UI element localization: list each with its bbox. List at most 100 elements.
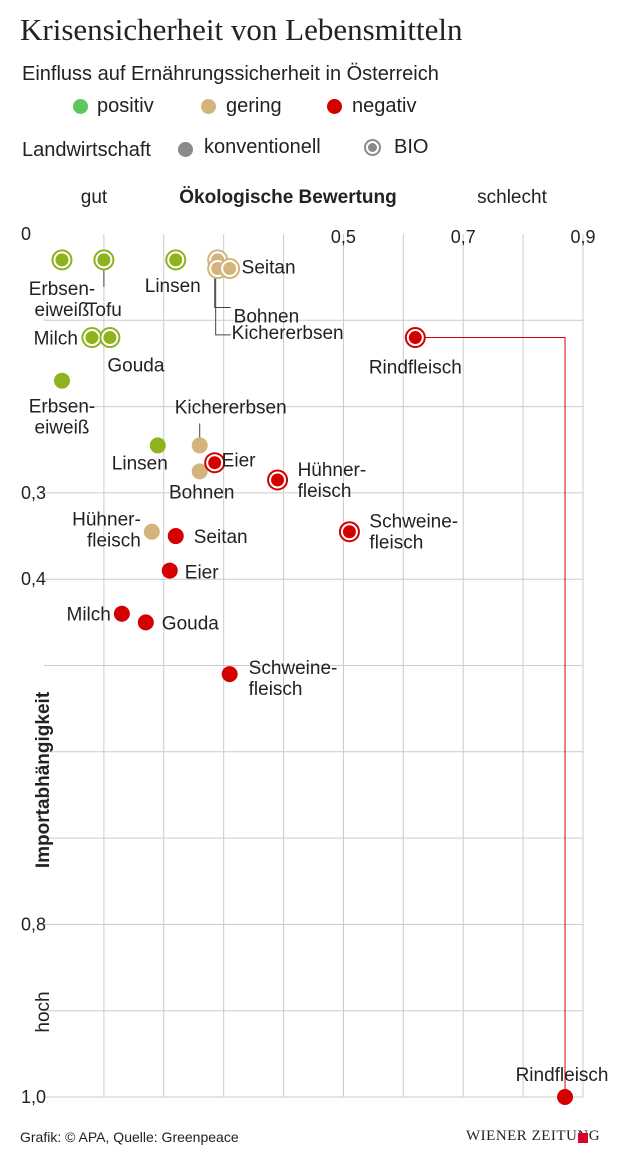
- point-label-line: Schweine-: [369, 512, 458, 533]
- legend-label-konventionell: konventionell: [204, 136, 321, 158]
- data-point: [51, 249, 73, 271]
- data-point: [338, 521, 360, 543]
- data-point: [53, 372, 70, 389]
- y-tick-label: 0: [21, 224, 31, 244]
- data-point: [557, 1089, 574, 1105]
- point-label: Schweine-fleisch: [369, 512, 458, 554]
- point-label: Rindfleisch: [516, 1065, 609, 1086]
- point-label-line: Kichererbsen: [232, 323, 344, 344]
- x-label-left: gut: [81, 187, 108, 208]
- data-point: [137, 614, 154, 631]
- x-axis-title: Ökologische Bewertung: [179, 187, 396, 208]
- point-label-line: fleisch: [249, 679, 303, 700]
- point-label-line: Bohnen: [169, 482, 235, 503]
- connectors: [103, 259, 566, 1097]
- leader-bohnen: [214, 276, 231, 309]
- data-point: [221, 666, 238, 683]
- legend-ring-bio: [364, 139, 381, 156]
- point-label-line: Hühner-: [298, 460, 367, 481]
- data-point: [81, 327, 103, 349]
- point-label-line: Rindfleisch: [516, 1065, 609, 1086]
- x-tick-label: 0,7: [451, 227, 476, 247]
- legend-dot-negativ: [327, 99, 342, 114]
- data-point: [99, 327, 121, 349]
- data-point-dot: [113, 605, 130, 622]
- point-label-line: Tofu: [86, 300, 122, 321]
- brand-square: [578, 1133, 588, 1143]
- data-point: [191, 437, 208, 454]
- brand-logo: WIENER ZEITUNG: [466, 1128, 601, 1144]
- data-point: [161, 562, 178, 579]
- y-axis-title: Importabhängigkeit: [33, 691, 54, 868]
- point-label: Hühner-fleisch: [72, 510, 141, 552]
- y-tick-label: 0,8: [21, 914, 46, 934]
- data-point: [113, 605, 130, 622]
- point-label-line: Seitan: [242, 258, 296, 279]
- point-label: Gouda: [162, 613, 219, 634]
- chart-title: Krisensicherheit von Lebensmitteln: [20, 12, 463, 47]
- legend-label-positiv: positiv: [97, 95, 154, 117]
- data-point-dot: [103, 331, 117, 345]
- point-label: Eier: [222, 451, 256, 472]
- data-point-dot: [557, 1089, 574, 1105]
- point-label-line: Erbsen-: [29, 279, 96, 300]
- point-label: Milch: [67, 605, 111, 626]
- legend-label-negativ: negativ: [352, 95, 417, 117]
- data-point-dot: [161, 562, 178, 579]
- point-label-line: eiweiß: [35, 418, 90, 439]
- point-label: Eier: [185, 563, 219, 584]
- legend-dot-positiv: [73, 99, 88, 114]
- data-point: [219, 258, 241, 280]
- point-label-line: Gouda: [107, 356, 164, 377]
- connector-rindfleisch: [415, 337, 566, 1097]
- data-point-dot: [143, 523, 160, 540]
- source-note: Grafik: © APA, Quelle: Greenpeace: [20, 1129, 239, 1145]
- data-point: [143, 523, 160, 540]
- point-labels: Erbsen-eiweißTofuLinsenKichererbsenBohne…: [29, 258, 609, 1086]
- point-label: Schweine-fleisch: [249, 658, 338, 700]
- point-label: Erbsen-eiweiß: [29, 397, 96, 439]
- data-point-dot: [191, 437, 208, 454]
- data-point: [149, 437, 166, 454]
- point-label-line: Kichererbsen: [175, 397, 287, 418]
- legend-group-label: Landwirtschaft: [22, 139, 151, 161]
- leader-kichererbsen: [215, 259, 231, 336]
- data-point: [404, 327, 426, 349]
- point-label-line: Milch: [67, 605, 111, 626]
- legend: positiv gering negativ Landwirtschaft ko…: [0, 0, 622, 161]
- grid-lines: [44, 234, 584, 1098]
- y-tick-label: 0,3: [21, 483, 46, 503]
- point-label: Gouda: [107, 356, 164, 377]
- y-tick-label: 0,4: [21, 569, 46, 589]
- point-label: Linsen: [112, 453, 168, 474]
- y-tick-label: 1,0: [21, 1087, 46, 1107]
- data-point-dot: [271, 473, 285, 487]
- legend-dot-gering: [201, 99, 216, 114]
- legend-label-bio: BIO: [394, 136, 429, 158]
- point-label-line: Linsen: [112, 453, 168, 474]
- x-tick-label: 0,9: [570, 227, 595, 247]
- point-label: Erbsen-eiweiß: [29, 279, 96, 321]
- data-point: [204, 452, 226, 474]
- point-label-line: eiweiß: [35, 300, 90, 321]
- data-point-dot: [208, 456, 222, 470]
- x-tick-label: 0,5: [331, 227, 356, 247]
- axes: gut Ökologische Bewertung schlecht Impor…: [21, 187, 596, 1107]
- data-point-dot: [191, 463, 208, 480]
- point-label-line: Bohnen: [234, 307, 300, 328]
- point-label-line: Milch: [34, 329, 78, 350]
- legend-dot-konventionell: [178, 142, 193, 157]
- data-point-dot: [85, 331, 99, 345]
- data-point-dot: [55, 253, 69, 267]
- point-label: Tofu: [86, 300, 122, 321]
- point-label: Bohnen: [169, 482, 235, 503]
- point-label-line: Linsen: [145, 276, 201, 297]
- chart-subtitle: Einfluss auf Ernährungssicherheit in Öst…: [22, 63, 439, 85]
- point-label: Seitan: [242, 258, 296, 279]
- point-label: Rindfleisch: [369, 358, 462, 379]
- data-point-dot: [97, 253, 111, 267]
- data-point-dot: [223, 262, 237, 276]
- data-point: [167, 528, 184, 545]
- point-label: Kichererbsen: [175, 397, 287, 418]
